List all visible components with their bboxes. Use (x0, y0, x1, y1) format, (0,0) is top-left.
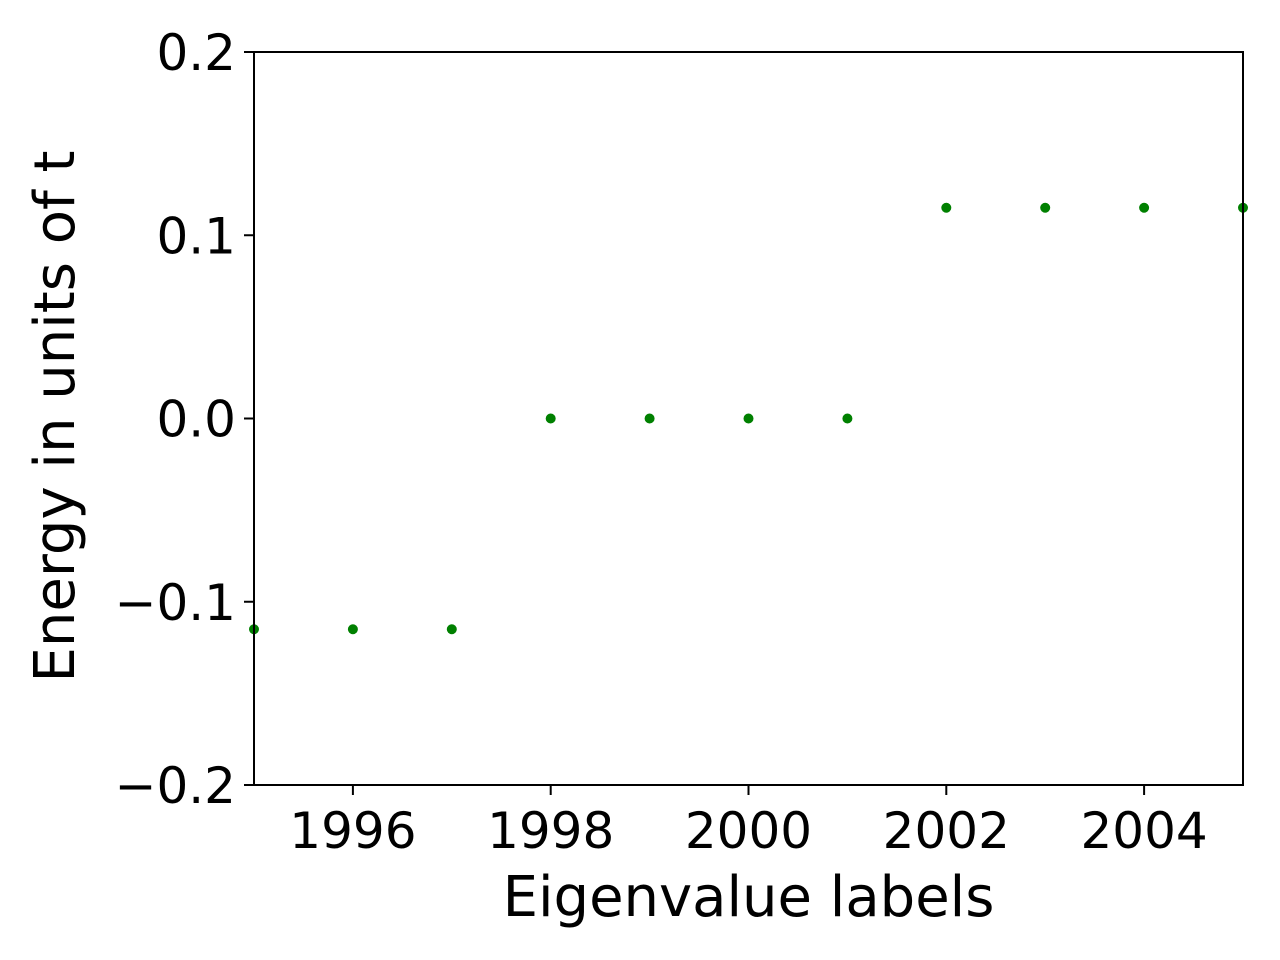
y-tick-label: 0.1 (156, 207, 236, 265)
y-tick-label: 0.0 (156, 391, 236, 449)
y-tick-label: −0.2 (115, 757, 236, 815)
data-point (743, 413, 754, 424)
data-points (249, 202, 1248, 635)
x-tick-label: 2002 (883, 802, 1010, 860)
x-axis-ticks: 1996 1998 2000 2002 2004 (289, 785, 1208, 860)
data-point (1040, 202, 1051, 213)
data-point (644, 413, 655, 424)
data-point (446, 624, 457, 635)
x-tick-label: 2004 (1080, 802, 1207, 860)
y-axis-ticks: −0.2 −0.1 0.0 0.1 0.2 (115, 24, 254, 815)
data-point (842, 413, 853, 424)
x-tick-label: 1996 (289, 802, 416, 860)
x-tick-label: 2000 (685, 802, 812, 860)
data-point (941, 202, 952, 213)
data-point (1139, 202, 1150, 213)
x-tick-label: 1998 (487, 802, 614, 860)
x-axis-label: Eigenvalue labels (503, 865, 995, 930)
y-axis-label: Energy in units of t (23, 151, 88, 683)
y-tick-label: 0.2 (156, 24, 236, 82)
data-point (347, 624, 358, 635)
y-tick-label: −0.1 (115, 574, 236, 632)
data-point (545, 413, 556, 424)
